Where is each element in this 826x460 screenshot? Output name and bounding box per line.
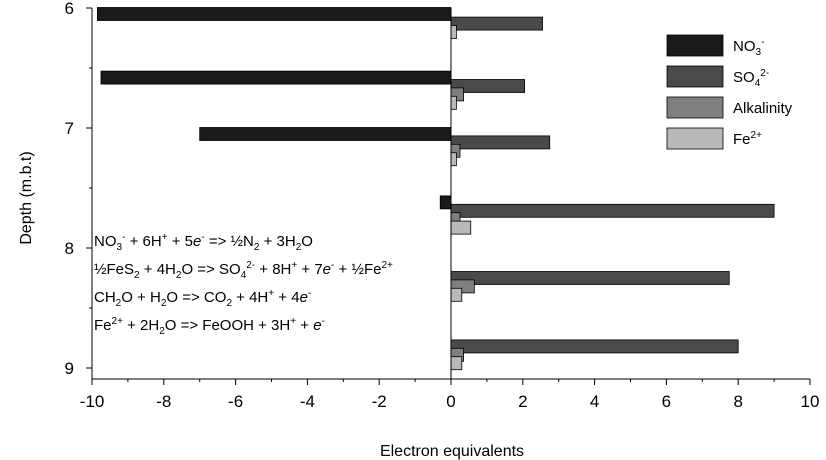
y-tick-label: 6 bbox=[65, 0, 74, 18]
bar-fe2-5 bbox=[450, 356, 463, 371]
x-tick-label: 8 bbox=[733, 392, 742, 411]
reaction-equation: Fe2+​ + 2H2​O => FeOOH + 3H+​ + e-​ bbox=[94, 316, 325, 337]
bar-fe2-2 bbox=[450, 152, 457, 167]
bar-fe2-1 bbox=[450, 95, 457, 110]
bar-no3-2 bbox=[199, 127, 452, 141]
x-axis-title: Electron equivalents bbox=[380, 443, 524, 460]
bar-fe2-3 bbox=[450, 220, 472, 235]
y-tick-label: 7 bbox=[65, 119, 74, 138]
x-tick-label: -6 bbox=[228, 392, 243, 411]
bar-so42-5 bbox=[450, 339, 739, 354]
y-tick-label: 8 bbox=[65, 239, 74, 258]
x-tick-label: 4 bbox=[590, 392, 599, 411]
bar-so42-3 bbox=[450, 203, 775, 218]
reaction-equation: CH2​O + H2​O => CO2​ + 4H+​ + 4e-​ bbox=[94, 288, 311, 309]
y-tick-label: 9 bbox=[65, 359, 74, 378]
reaction-equation: NO3​-​ + 6H+​ + 5e-​ => ½N2​ + 3H2​O bbox=[94, 232, 313, 253]
bar-no3-1 bbox=[100, 70, 452, 85]
axes-layer: -10 -8 -6 -4 -2 0 2 4 6 8 10 6 7 8 9 bbox=[65, 0, 820, 411]
legend-swatch bbox=[666, 127, 724, 150]
x-tick-label: -4 bbox=[300, 392, 315, 411]
x-tick-label: -8 bbox=[156, 392, 171, 411]
bar-so42-4 bbox=[450, 271, 730, 285]
bar-fe2-0 bbox=[450, 25, 457, 39]
x-tick-label: 6 bbox=[662, 392, 671, 411]
legend-label: Alkalinity bbox=[733, 100, 793, 117]
bar-fe2-4 bbox=[450, 287, 463, 302]
legend-swatch bbox=[666, 34, 724, 57]
y-axis-title: Depth (m.b.t) bbox=[18, 151, 35, 244]
bar-so42-0 bbox=[450, 16, 543, 31]
legend-label: NO3​-​ bbox=[733, 37, 764, 58]
x-tick-label: -2 bbox=[372, 392, 387, 411]
legend-swatch bbox=[666, 96, 724, 119]
bar-no3-3 bbox=[439, 195, 452, 210]
reaction-equations: NO3​-​ + 6H+​ + 5e-​ => ½N2​ + 3H2​O ½FeS… bbox=[94, 232, 393, 337]
legend: NO3​-​ SO4​2-​ Alkalinity Fe2+​ bbox=[666, 34, 793, 150]
legend-label: Fe2+​ bbox=[733, 130, 762, 148]
x-tick-label: -10 bbox=[80, 392, 105, 411]
bar-no3-0 bbox=[96, 7, 452, 21]
bar-so42-2 bbox=[450, 135, 551, 150]
x-tick-label: 2 bbox=[518, 392, 527, 411]
legend-swatch bbox=[666, 65, 724, 88]
bars-layer bbox=[96, 7, 775, 371]
x-tick-label: 10 bbox=[801, 392, 820, 411]
reaction-equation: ½FeS2​ + 4H2​O => SO4​2-​ + 8H+​ + 7e-​ … bbox=[94, 260, 393, 281]
x-tick-label: 0 bbox=[446, 392, 455, 411]
legend-label: SO4​2-​ bbox=[733, 68, 769, 89]
